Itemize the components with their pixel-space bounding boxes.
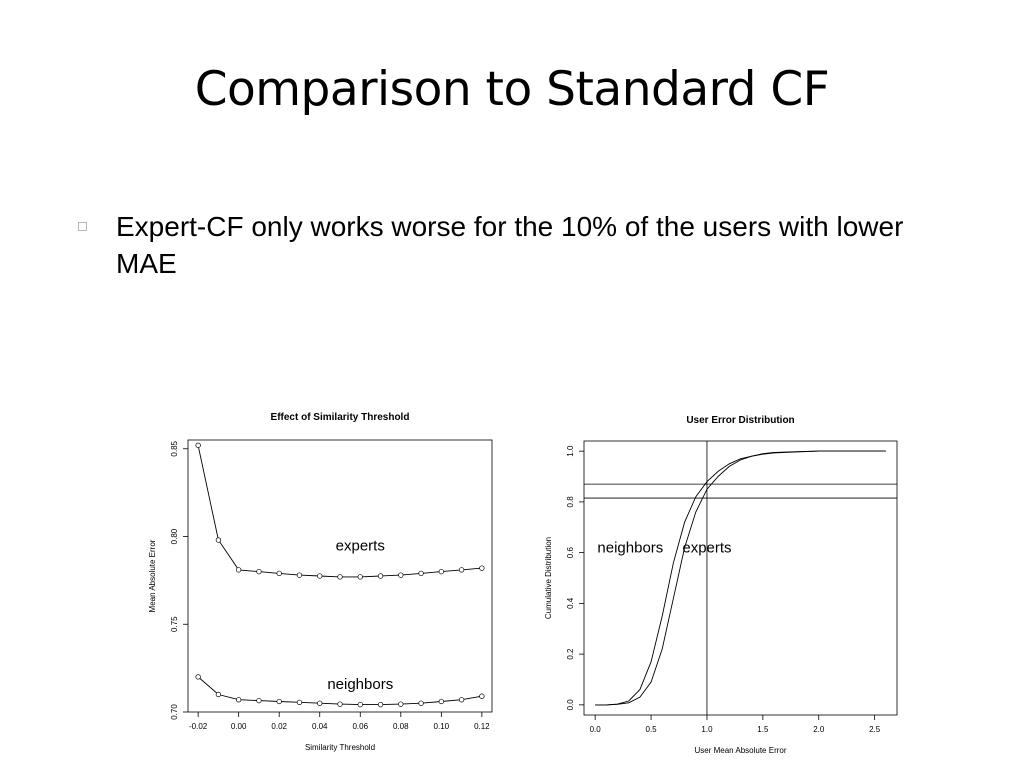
data-point-experts [195,442,201,448]
y-tick-label: 0.4 [566,597,575,609]
x-tick-label: 0.12 [474,722,490,731]
bullet-text: Expert-CF only works worse for the 10% o… [116,211,904,279]
data-point-neighbors [337,701,343,707]
data-point-experts [256,568,262,575]
x-tick-label: 0.5 [646,725,658,734]
y-axis-label: Cumulative Distribution [544,537,553,619]
similarity-threshold-chart: Effect of Similarity Threshold -0.02 0.00 0… [148,412,493,752]
x-tick-label: 0.08 [393,722,409,731]
series-line-experts [595,450,886,706]
slide-title: Comparison to Standard CF [194,62,830,117]
data-point-neighbors [317,700,323,706]
x-tick-label: 0.04 [312,722,328,731]
x-tick-label: 1.5 [757,725,769,734]
x-tick-label: 0.10 [434,722,450,731]
bullet-square-icon [78,222,87,231]
series-label-experts: experts [336,538,385,555]
data-point-experts [377,573,384,579]
data-point-experts [458,567,465,573]
x-tick-label: 0.0 [590,725,602,734]
chart-title: User Error Distribution [686,415,794,426]
data-point-neighbors [377,701,384,708]
series-label-neighbors: neighbors [597,540,663,557]
x-tick-label: 0.02 [271,722,287,731]
data-point-experts [317,573,323,579]
y-tick-label: 0.85 [170,440,179,456]
y-tick-label: 0.6 [566,547,575,559]
x-tick-label: 0.00 [231,722,247,731]
data-point-neighbors [296,699,303,705]
data-point-experts [296,572,303,578]
data-point-experts [398,572,404,578]
x-tick-label: -0.02 [189,722,208,731]
data-point-neighbors [479,693,485,699]
data-point-neighbors [357,701,363,708]
x-axis-label: User Mean Absolute Error [694,746,786,755]
plot-frame [187,439,493,713]
data-point-neighbors [276,698,282,705]
y-tick-label: 0.0 [566,699,575,711]
series-label-neighbors: neighbors [327,676,393,693]
series-label-experts: experts [682,540,731,557]
data-point-experts [418,570,424,577]
data-point-experts [236,567,242,573]
data-point-experts [357,574,363,580]
y-axis-label: Mean Absolute Error [148,539,157,612]
data-point-experts [438,568,444,575]
series-line-neighbors [595,450,886,706]
x-axis-label: Similarity Threshold [305,743,375,752]
data-point-neighbors [438,698,444,705]
data-point-neighbors [236,697,242,703]
y-tick-label: 0.80 [170,528,179,544]
data-point-experts [479,565,485,571]
y-tick-label: 1.0 [566,445,575,457]
x-tick-label: 2.5 [869,725,881,734]
data-point-neighbors [398,701,404,707]
chart-title: Effect of Similarity Threshold [271,412,410,423]
data-point-neighbors [195,674,201,680]
y-tick-label: 0.2 [566,648,575,660]
x-tick-label: 0.06 [352,722,368,731]
data-point-neighbors [256,697,262,704]
plot-frame [583,440,898,716]
data-point-experts [276,570,282,577]
y-tick-label: 0.75 [170,616,179,632]
series-line-experts [197,445,482,578]
data-point-experts [337,574,343,580]
data-point-neighbors [418,700,424,706]
x-tick-label: 2.0 [813,725,825,734]
data-point-neighbors [215,691,222,698]
data-point-experts [215,537,222,543]
x-tick-label: 1.0 [701,725,713,734]
data-point-neighbors [458,697,465,703]
y-tick-label: 0.8 [566,496,575,508]
user-error-distribution-chart: User Error Distribution 0.0 0.5 1.0 1.5 2.0 2.… [544,415,898,755]
y-tick-label: 0.70 [170,704,179,720]
